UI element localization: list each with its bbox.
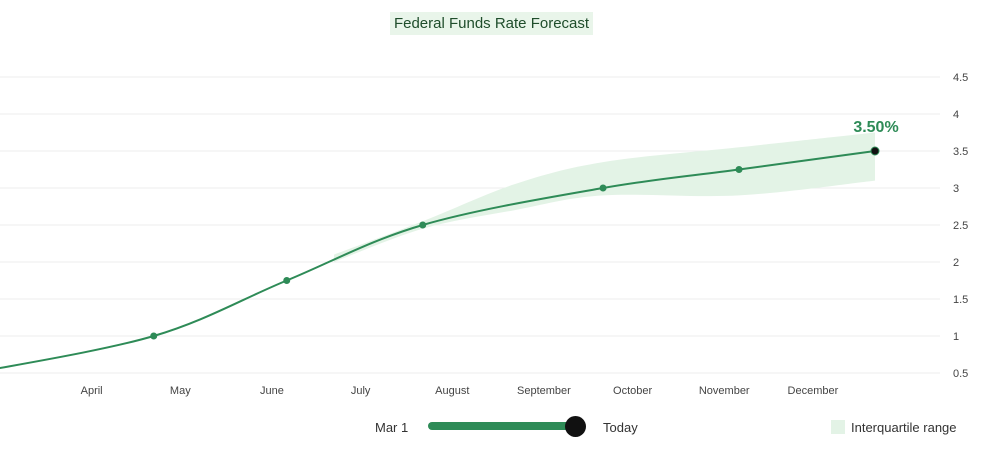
y-tick-label: 1 [953,331,959,343]
x-axis-tick-labels: April May June July August September October No… [81,385,839,397]
grid-lines [0,76,940,374]
y-tick-label: 3 [953,183,959,195]
date-range-slider-track[interactable] [428,422,578,430]
y-tick-label: 1.5 [953,294,968,306]
series-point [735,166,743,173]
x-tick-label: August [435,385,469,397]
end-value-label: 3.50% [853,119,898,136]
slider-end-label: Today [603,420,638,435]
series-point [150,332,158,340]
slider-start-label: Mar 1 [375,420,409,435]
x-tick-label: April [81,385,103,397]
y-tick-label: 3.5 [953,146,968,158]
x-tick-label: December [788,385,839,397]
y-tick-label: 4.5 [953,72,968,84]
interquartile-range-band [334,132,875,262]
date-range-slider-handle[interactable] [565,416,586,437]
chart-title-wrapper: Federal Funds Rate Forecast [0,12,983,35]
series-points [150,146,880,340]
y-tick-label: 4 [953,109,959,121]
series-point [599,184,607,192]
x-tick-label: June [260,385,284,397]
y-tick-label: 2 [953,257,959,269]
legend-label-interquartile-range: Interquartile range [851,420,957,435]
legend: Interquartile range [831,420,957,435]
chart-title: Federal Funds Rate Forecast [389,12,594,35]
chart-footer: Mar 1 Today Interquartile range [0,413,983,443]
x-tick-label: November [699,385,750,397]
x-tick-label: September [517,385,571,397]
line-chart: 0.5 1 1.5 2 2.5 3 3.5 4 4.5 April May June July Augu… [0,72,968,397]
y-axis-tick-labels: 0.5 1 1.5 2 2.5 3 3.5 4 4.5 [953,72,968,380]
x-tick-label: July [351,385,371,397]
legend-swatch-interquartile-range [831,420,845,434]
x-tick-label: October [613,385,652,397]
y-tick-label: 2.5 [953,220,968,232]
series-point-end [870,146,880,156]
series-point [283,277,291,284]
series-point [419,221,427,229]
y-tick-label: 0.5 [953,368,968,380]
x-tick-label: May [170,385,191,397]
